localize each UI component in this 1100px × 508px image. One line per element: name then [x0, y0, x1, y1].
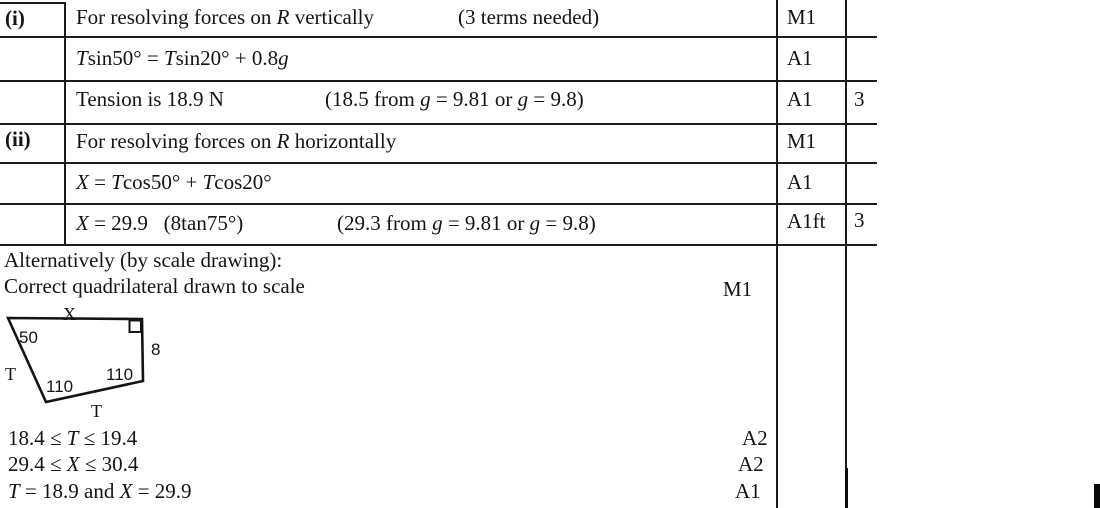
table-row-line — [0, 244, 877, 246]
alt-method-line1: Alternatively (by scale drawing): — [4, 248, 283, 272]
row-note-text: (18.5 from g = 9.81 or g = 9.8) — [325, 87, 584, 111]
table-row-line — [0, 80, 877, 82]
row-main-text: X = Tcos50° + Tcos20° — [76, 170, 272, 194]
table-row-line — [0, 162, 877, 164]
mark-cell: A1 — [787, 170, 813, 194]
scale-drawing-diagram: X 50 8 T 110 110 T — [5, 304, 160, 421]
total-cell: 3 — [854, 87, 865, 111]
table-top-stub-line — [0, 2, 64, 4]
result-line: 18.4 ≤ T ≤ 19.4 — [8, 426, 138, 450]
table-column-line-marks — [776, 0, 778, 508]
alt-method-mark: M1 — [723, 277, 753, 301]
part-label-i: (i) — [5, 6, 25, 30]
mark-cell: M1 — [787, 5, 817, 29]
part-label-ii: (ii) — [5, 127, 31, 151]
result-mark: A2 — [738, 452, 764, 476]
label-T-left: T — [5, 364, 16, 384]
row-main-text: Tsin50° = Tsin20° + 0.8g — [76, 46, 289, 70]
table-column-line-parts — [64, 2, 66, 245]
row-note-text: (29.3 from g = 9.81 or g = 9.8) — [337, 211, 596, 235]
alt-method-line2: Correct quadrilateral drawn to scale — [4, 274, 305, 298]
row-main-text: For resolving forces on R horizontally — [76, 129, 397, 153]
right-angle-mark — [128, 319, 142, 333]
mark-cell: M1 — [787, 129, 817, 153]
table-row-line — [0, 203, 877, 205]
result-line: T = 18.9 and X = 29.9 — [8, 479, 192, 503]
result-mark: A1 — [735, 479, 761, 503]
row-main-text: Tension is 18.9 N — [76, 87, 224, 111]
result-mark: A2 — [742, 426, 768, 450]
total-cell: 3 — [854, 208, 865, 232]
mark-cell: A1 — [787, 87, 813, 111]
row-note-text: (3 terms needed) — [458, 5, 600, 29]
table-column-line-totals — [845, 0, 847, 508]
scan-edge-artifact — [1094, 484, 1100, 508]
row-main-text: X = 29.9 (8tan75°) — [76, 211, 244, 235]
label-110-left: 110 — [46, 377, 73, 396]
scan-line-darkening — [845, 468, 848, 508]
quadrilateral-shape — [5, 316, 145, 404]
label-X: X — [63, 304, 76, 324]
result-line: 29.4 ≤ X ≤ 30.4 — [8, 452, 139, 476]
table-row-line — [0, 123, 877, 125]
row-main-text: For resolving forces on R vertically — [76, 5, 375, 29]
label-50: 50 — [19, 328, 38, 347]
mark-cell: A1ft — [787, 209, 826, 233]
label-110-right: 110 — [106, 365, 133, 384]
label-8: 8 — [151, 340, 160, 359]
mark-cell: A1 — [787, 46, 813, 70]
table-row-line — [0, 36, 877, 38]
label-T-bottom: T — [91, 401, 102, 421]
